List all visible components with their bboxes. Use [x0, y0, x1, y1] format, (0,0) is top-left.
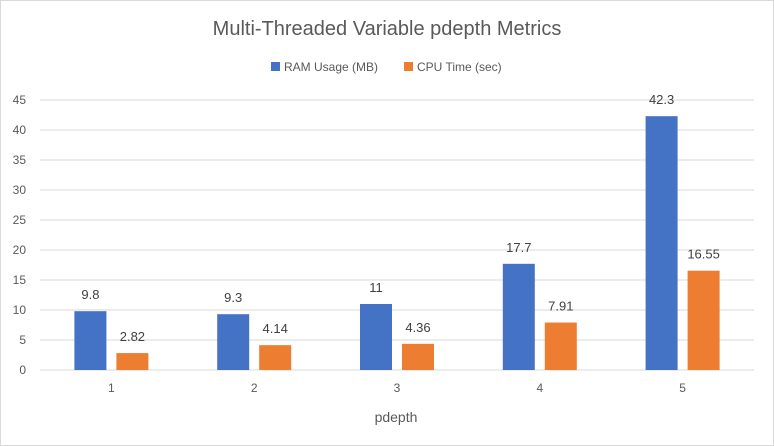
bar-ram-3: [360, 304, 392, 370]
data-label-ram-5: 42.3: [649, 92, 674, 107]
bar-cpu-4: [544, 322, 577, 370]
y-tick-label-4: 20: [13, 243, 27, 257]
data-label-ram-4: 17.7: [506, 240, 531, 255]
bar-ram-1: [74, 311, 107, 370]
y-tick-label-1: 5: [19, 333, 26, 347]
chart-title: Multi-Threaded Variable pdepth Metrics: [213, 18, 562, 40]
y-tick-label-9: 45: [13, 93, 27, 107]
y-tick-label-2: 10: [13, 303, 27, 317]
data-label-ram-2: 9.3: [224, 290, 242, 305]
legend: RAM Usage (MB) CPU Time (sec): [271, 60, 502, 74]
y-tick-label-0: 0: [19, 363, 26, 377]
x-axis-title: pdepth: [375, 409, 418, 425]
data-label-cpu-1: 2.82: [120, 329, 145, 344]
bars: [74, 116, 720, 370]
data-label-ram-3: 11: [369, 280, 383, 295]
y-tick-label-7: 35: [13, 153, 27, 167]
data-label-cpu-2: 4.14: [263, 321, 288, 336]
bar-cpu-3: [402, 343, 434, 370]
y-tick-label-5: 25: [13, 213, 27, 227]
bar-cpu-5: [687, 270, 720, 370]
legend-swatch-ram: [271, 62, 280, 71]
bar-cpu-1: [116, 353, 149, 370]
x-tick-label-2: 2: [251, 381, 258, 395]
y-tick-label-3: 15: [13, 273, 27, 287]
bar-ram-2: [217, 314, 250, 370]
y-tick-label-6: 30: [13, 183, 27, 197]
data-labels: 9.8 2.82 9.3 4.14 11 4.36 17.7 7.91 42.3 16.55: [81, 92, 720, 344]
bar-ram-5: [645, 116, 678, 370]
data-label-cpu-5: 16.55: [687, 247, 720, 262]
legend-label-cpu: CPU Time (sec): [417, 60, 502, 74]
bar-ram-4: [502, 263, 535, 370]
x-tick-label-4: 4: [536, 381, 543, 395]
x-tick-label-1: 1: [108, 381, 115, 395]
x-tick-label-3: 3: [394, 381, 401, 395]
y-axis: 0 5 10 15 20 25 30 35 40 45: [13, 93, 27, 377]
data-label-cpu-3: 4.36: [405, 320, 430, 335]
data-label-cpu-4: 7.91: [548, 299, 573, 314]
gridlines: [40, 99, 754, 371]
y-tick-label-8: 40: [13, 123, 27, 137]
legend-swatch-cpu: [404, 62, 413, 71]
x-tick-label-5: 5: [679, 381, 686, 395]
legend-label-ram: RAM Usage (MB): [284, 60, 378, 74]
x-axis: 1 2 3 4 5: [108, 381, 686, 395]
data-label-ram-1: 9.8: [81, 287, 99, 302]
bar-cpu-2: [259, 345, 292, 370]
